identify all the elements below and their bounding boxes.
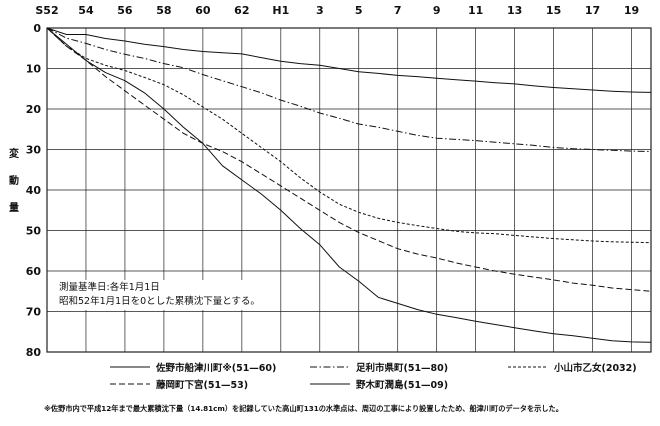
legend-item-3: 小山市乙女(2032) — [508, 360, 637, 374]
y-axis-label: 変動量 — [9, 147, 20, 214]
x-tick-label: 3 — [316, 4, 324, 17]
legend-label: 藤岡町下宮(51—53) — [156, 380, 249, 391]
series-line-2 — [46, 27, 652, 152]
y-tick-label: 70 — [26, 306, 42, 319]
legend-swatch — [110, 383, 150, 385]
legend-item-2: 足利市県町(51—80) — [310, 360, 448, 374]
legend-label: 足利市県町(51—80) — [356, 363, 449, 374]
x-tick-label: 60 — [195, 4, 211, 17]
series-line-3 — [46, 27, 652, 244]
x-tick-label: 13 — [507, 4, 522, 17]
y-tick-label: 20 — [26, 103, 42, 116]
x-tick-label: S52 — [35, 4, 58, 17]
y-axis-label-char: 量 — [9, 201, 19, 214]
legend-label: 小山市乙女(2032) — [554, 363, 637, 374]
y-tick-labels: 0 10 20 30 40 50 60 70 80 — [26, 22, 42, 359]
y-tick-label: 60 — [26, 265, 42, 278]
y-tick-label: 0 — [33, 22, 41, 35]
annotation-line-1: 測量基準日:各年1月1日 — [59, 282, 160, 293]
legend-item-4: 藤岡町下宮(51—53) — [110, 377, 248, 391]
x-tick-label: 9 — [433, 4, 441, 17]
y-tick-label: 80 — [26, 346, 42, 359]
legend-swatch — [508, 366, 548, 368]
x-tick-label: 58 — [156, 4, 171, 17]
footnote: ※佐野市内で平成12年まで最大累積沈下量（14.81cm）を記録していた高山町1… — [44, 404, 563, 413]
chart-annotation: 測量基準日:各年1月1日 昭和52年1月1日を0とした累積沈下量とする。 — [56, 280, 263, 310]
legend-label: 佐野市船津川町※(51—60) — [156, 363, 277, 374]
chart-series — [46, 27, 652, 343]
y-axis-label-char: 動 — [9, 174, 19, 187]
legend-swatch — [110, 366, 150, 368]
x-tick-label: 15 — [546, 4, 561, 17]
chart-legend: 佐野市船津川町※(51—60) 足利市県町(51—80) 小山市乙女(2032) 藤岡… — [110, 360, 650, 394]
series-line-4 — [46, 27, 652, 292]
x-tick-label: 62 — [234, 4, 249, 17]
x-tick-label: 11 — [468, 4, 483, 17]
legend-label: 野木町潤島(51—09) — [356, 380, 449, 391]
y-tick-label: 40 — [26, 184, 42, 197]
x-tick-label: 19 — [624, 4, 639, 17]
x-tick-label: 5 — [355, 4, 363, 17]
x-tick-labels: S52 54 56 58 60 62 H1 3 5 7 9 11 13 15 17 19 — [35, 4, 639, 17]
legend-item-1: 佐野市船津川町※(51—60) — [110, 360, 276, 374]
y-tick-label: 50 — [26, 225, 42, 238]
y-axis-label-char: 変 — [9, 147, 20, 160]
series-line-1 — [46, 27, 652, 93]
legend-swatch — [310, 366, 350, 368]
series-line-5 — [46, 27, 652, 343]
y-tick-label: 10 — [26, 63, 42, 76]
legend-swatch — [310, 383, 350, 385]
x-tick-label: H1 — [272, 4, 289, 17]
x-tick-label: 54 — [78, 4, 94, 17]
annotation-line-2: 昭和52年1月1日を0とした累積沈下量とする。 — [59, 296, 260, 307]
x-tick-label: 7 — [394, 4, 402, 17]
x-tick-label: 56 — [117, 4, 133, 17]
x-tick-label: 17 — [585, 4, 600, 17]
y-tick-label: 30 — [26, 144, 42, 157]
legend-item-5: 野木町潤島(51—09) — [310, 377, 448, 391]
